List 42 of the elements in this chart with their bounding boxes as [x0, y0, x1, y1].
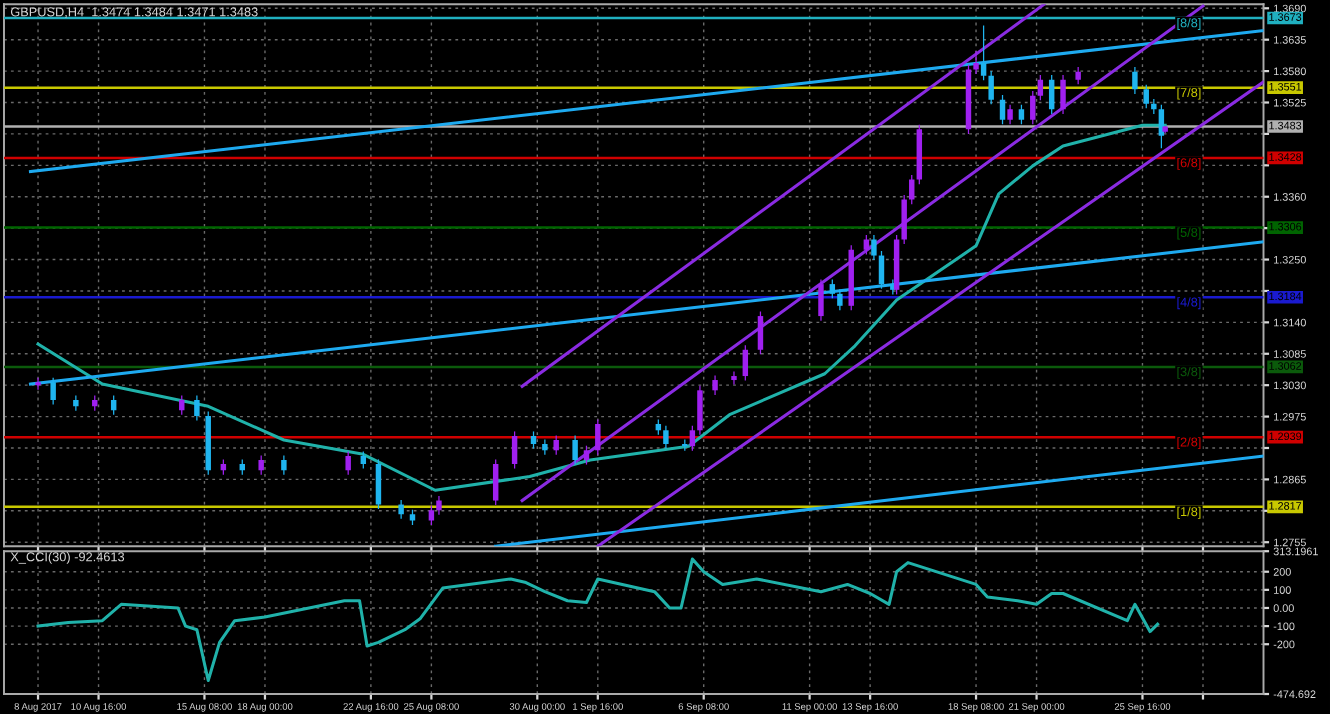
candlestick — [1143, 84, 1149, 109]
candlestick — [909, 174, 915, 205]
candlestick — [988, 70, 994, 105]
candlestick — [697, 385, 703, 436]
candlestick — [901, 194, 907, 245]
candlestick — [712, 374, 718, 396]
candlestick — [595, 418, 601, 456]
candlestick — [572, 434, 578, 466]
candlestick — [689, 425, 696, 452]
candlestick — [428, 505, 435, 526]
candlestick — [837, 288, 843, 311]
candlestick — [1037, 74, 1044, 101]
candlestick — [194, 394, 200, 422]
candlestick — [871, 234, 877, 261]
candlestick — [1030, 90, 1036, 125]
candlestick — [1018, 104, 1025, 125]
candlestick — [553, 434, 559, 456]
candlestick — [281, 454, 287, 476]
candlestick — [1048, 74, 1055, 115]
candlestick — [583, 445, 590, 466]
candlestick — [1007, 104, 1013, 125]
candlestick — [878, 250, 885, 290]
candlestick — [973, 50, 979, 75]
candlestick — [511, 430, 518, 470]
candlestick — [375, 458, 382, 510]
candlestick — [999, 94, 1006, 125]
candlestick — [663, 425, 669, 450]
candlestick — [73, 394, 79, 412]
candlestick — [35, 377, 41, 391]
candlestick — [436, 495, 442, 516]
candlestick — [731, 370, 737, 386]
candlestick — [398, 499, 404, 520]
candlestick — [492, 458, 499, 506]
candlestick — [345, 450, 351, 476]
candlestick — [258, 454, 264, 476]
candlestick — [542, 438, 548, 456]
candlestick — [742, 344, 749, 382]
candlestick — [818, 278, 824, 322]
candlestick — [1132, 66, 1138, 95]
candlestick — [757, 310, 764, 355]
candlestick — [1060, 74, 1066, 115]
candlestick — [829, 278, 836, 299]
